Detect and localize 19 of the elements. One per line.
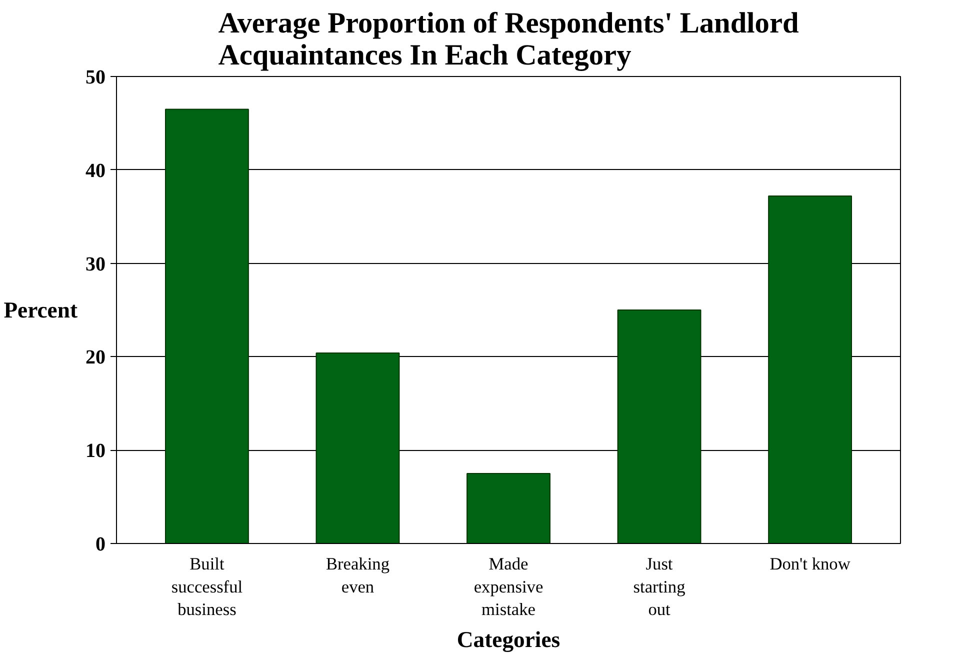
bar	[165, 108, 249, 544]
x-tick-label: Breaking even	[326, 554, 390, 596]
y-tick-label: 30	[86, 253, 106, 276]
x-tick-label: Made expensive mistake	[474, 554, 544, 620]
x-tick-label: Built successful business	[171, 554, 243, 620]
bar	[768, 196, 852, 544]
x-tick-label: Just starting out	[633, 554, 686, 620]
y-tick-label: 0	[96, 534, 106, 556]
x-axis-title: Categories	[456, 627, 560, 652]
y-tick-label: 10	[86, 440, 106, 462]
y-axis-title: Percent	[4, 298, 78, 322]
bar	[617, 310, 702, 544]
x-tick-label: Don't know	[770, 554, 851, 574]
bar	[316, 352, 400, 544]
y-tick-label: 20	[86, 346, 106, 369]
y-tick-label: 50	[86, 66, 106, 88]
chart-title: Average Proportion of Respondents' Landlord Acquaintances In Each Category	[218, 8, 799, 72]
y-tick-label: 40	[86, 160, 106, 182]
bar	[466, 472, 550, 544]
